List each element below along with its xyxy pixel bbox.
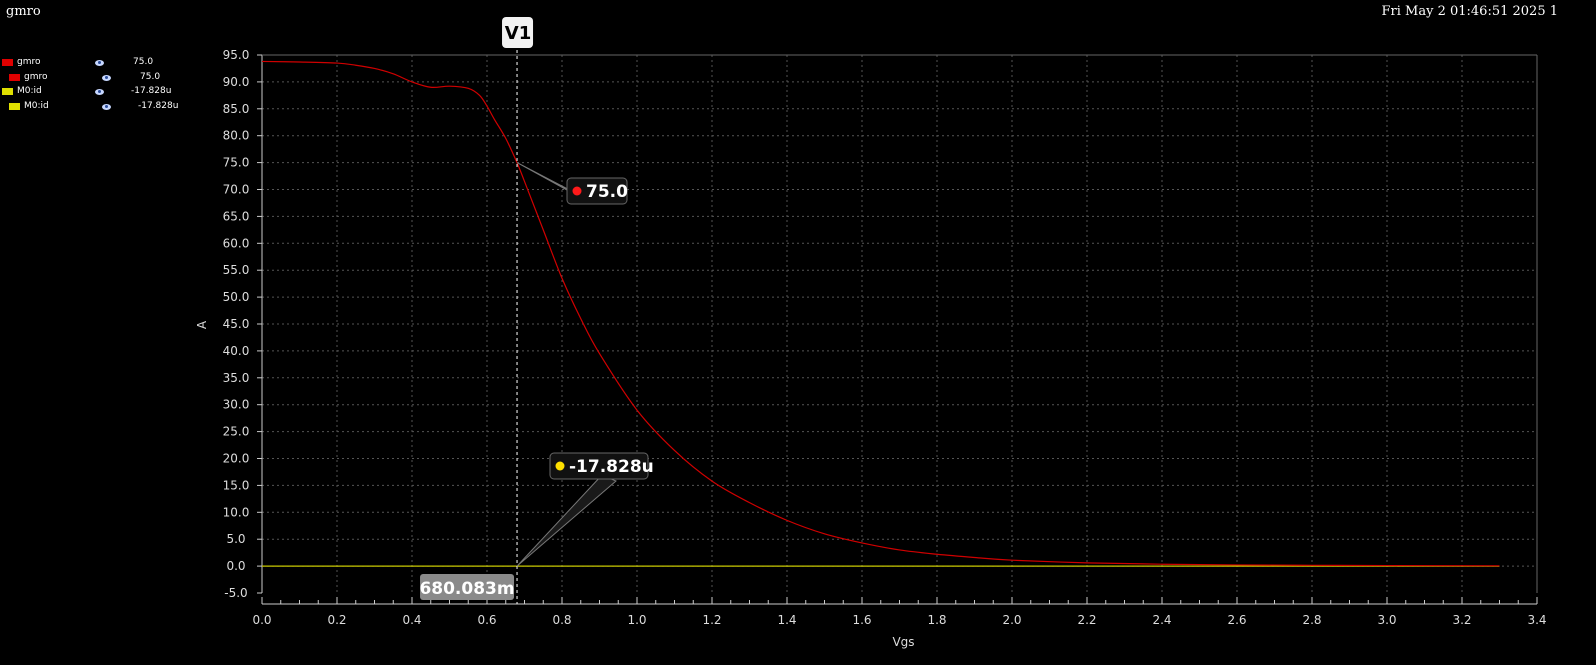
marker-tag-label: V1 (505, 23, 531, 44)
x-readout-box (420, 574, 515, 600)
y-tick-label: 75.0 (223, 156, 250, 170)
y-tick-label: 90.0 (223, 75, 250, 89)
window-title: gmro (6, 4, 41, 19)
series-layer (261, 60, 1500, 567)
y-tick-label: -5.0 (224, 586, 247, 600)
legend-label[interactable]: M0:id (17, 86, 42, 96)
x-tick-label: 0.2 (327, 613, 346, 627)
x-axis-label: Vgs (892, 635, 914, 649)
x-tick-label: 3.2 (1452, 613, 1471, 627)
y-tick-label: 5.0 (226, 532, 245, 546)
x-tick-label: 2.8 (1302, 613, 1321, 627)
x-tick-label: 2.0 (1002, 613, 1021, 627)
y-tick-label: 50.0 (223, 290, 250, 304)
x-tick-label: 0.4 (402, 613, 421, 627)
y-tick-label: 70.0 (223, 183, 250, 197)
x-tick-label: 1.8 (927, 613, 946, 627)
x-tick-label: 0.0 (252, 613, 271, 627)
series-line-gmro (261, 60, 1500, 567)
x-tick-label: 2.4 (1152, 613, 1171, 627)
y-tick-label: 45.0 (223, 317, 250, 331)
y-tick-label: 10.0 (223, 505, 250, 519)
y-tick-label: 80.0 (223, 129, 250, 143)
y-tick-label: 20.0 (223, 452, 250, 466)
callout-dot (555, 461, 565, 471)
readout-callout: 75.0 (516, 162, 628, 205)
callout-dot (572, 186, 582, 196)
x-tick-label: 0.6 (477, 613, 496, 627)
x-tick-label: 3.0 (1377, 613, 1396, 627)
x-tick-label: 0.8 (552, 613, 571, 627)
y-tick-label: 65.0 (223, 209, 250, 223)
y-tick-label: 0.0 (226, 559, 245, 573)
timestamp: Fri May 2 01:46:51 2025 1 (1381, 4, 1558, 19)
axes: 95.0 90.0 85.0 80.0 75.0 70.0 65.0 60.0 55.0 50.0… (195, 48, 1547, 649)
marker-tag[interactable]: V1 (502, 17, 534, 48)
x-tick-label: 3.4 (1527, 613, 1546, 627)
y-tick-label: 30.0 (223, 398, 250, 412)
legend-swatch (2, 59, 13, 66)
legend-swatch (2, 88, 13, 95)
x-tick-label: 2.2 (1077, 613, 1096, 627)
x-readout-text: 680.083m (419, 579, 514, 599)
marker-layer: V1 680.083m 75.0 -17.828u (419, 17, 654, 604)
visibility-eye-icon[interactable] (95, 60, 104, 66)
legend-label[interactable]: gmro (24, 71, 48, 82)
callout-box (566, 177, 628, 205)
x-tick-label: 1.2 (702, 613, 721, 627)
legend: gmro 75.0 gmro 75.0 M0:id -17.828u M0:id -17.82… (0, 0, 200, 120)
visibility-eye-icon[interactable] (102, 103, 111, 110)
y-tick-label: 55.0 (223, 263, 250, 277)
x-tick-label: 2.6 (1227, 613, 1246, 627)
marker-x-readout: 680.083m (419, 574, 515, 600)
y-tick-label: 85.0 (223, 102, 250, 116)
callout-value: 75.0 (586, 182, 628, 202)
y-tick-label: 40.0 (223, 344, 250, 358)
y-tick-label: 95.0 (223, 48, 250, 62)
x-tick-label: 1.4 (777, 613, 796, 627)
y-axis-label: A (195, 320, 209, 329)
callout-pointer (516, 474, 617, 567)
callout-box (549, 452, 649, 480)
legend-swatch (9, 102, 20, 110)
y-tick-label: 15.0 (223, 478, 250, 492)
x-tick-label: 1.6 (852, 613, 871, 627)
grid (262, 55, 1537, 593)
readout-callout: -17.828u (516, 452, 654, 567)
y-tick-label: 25.0 (223, 425, 250, 439)
legend-label[interactable]: gmro (17, 57, 41, 67)
callout-value: -17.828u (569, 457, 654, 477)
marker-tag-box (502, 17, 534, 48)
legend-label[interactable]: M0:id (24, 100, 49, 111)
y-tick-label: 60.0 (223, 236, 250, 250)
legend-value: -17.828u (131, 86, 172, 96)
visibility-eye-icon[interactable] (95, 89, 104, 95)
legend-value: -17.828u (138, 100, 179, 111)
y-tick-label: 35.0 (223, 371, 250, 385)
visibility-eye-icon[interactable] (102, 74, 111, 81)
legend-value: 75.0 (140, 71, 161, 82)
legend-value: 75.0 (133, 57, 154, 67)
x-tick-label: 1.0 (627, 613, 646, 627)
legend-swatch (9, 73, 20, 81)
